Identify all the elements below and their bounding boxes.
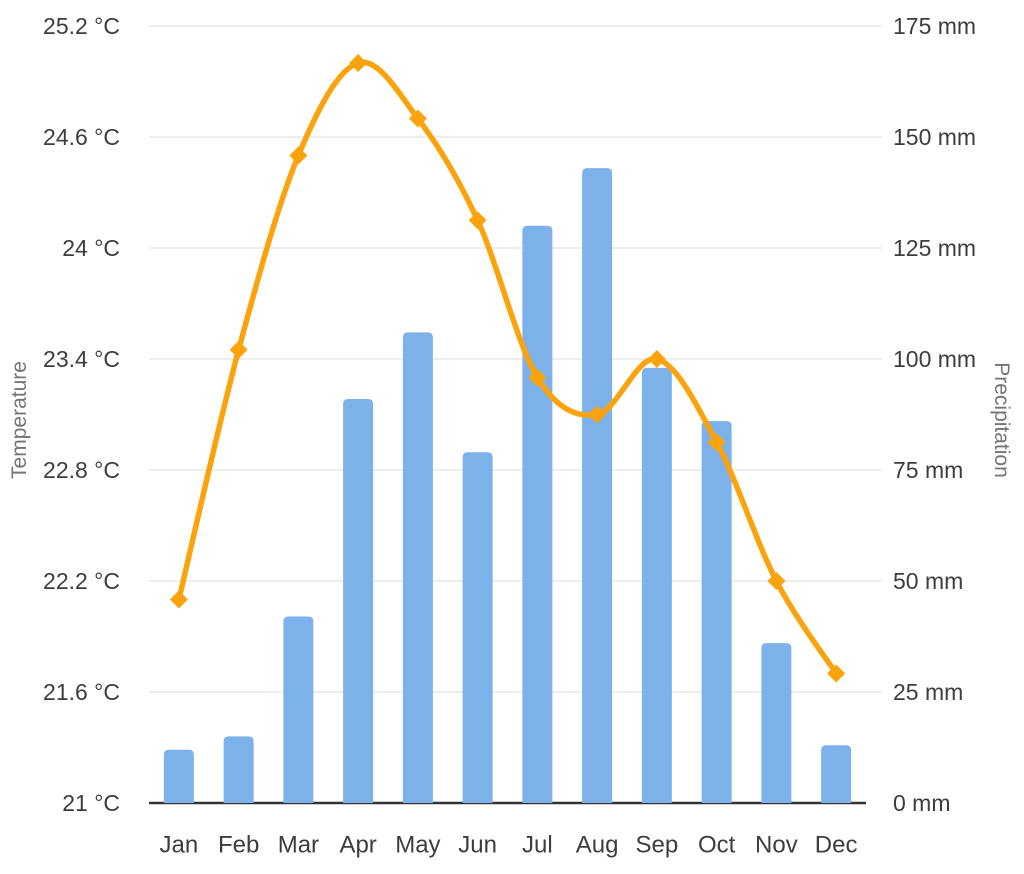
right-axis-tick-label: 150 mm (893, 124, 976, 150)
temperature-line (176, 59, 839, 677)
temperature-point-jun[interactable] (468, 211, 487, 230)
left-axis-tick-label: 22.8 °C (43, 457, 120, 483)
x-axis-label-mar: Mar (278, 832, 319, 859)
temperature-point-nov[interactable] (767, 572, 786, 590)
precipitation-bar-aug[interactable] (582, 168, 613, 803)
x-axis-label-feb: Feb (218, 832, 259, 859)
temperature-point-sep[interactable] (647, 350, 666, 368)
temperature-point-jul[interactable] (528, 368, 547, 387)
left-axis-tick-label: 21 °C (62, 790, 120, 816)
temperature-point-oct[interactable] (707, 433, 726, 452)
temperature-point-dec[interactable] (827, 664, 846, 683)
right-axis-tick-label: 75 mm (893, 457, 963, 483)
x-axis-label-may: May (395, 832, 440, 859)
precipitation-bar-mar[interactable] (283, 616, 314, 803)
left-axis-tick-label: 23.4 °C (43, 346, 120, 372)
precipitation-bar-apr[interactable] (343, 398, 374, 803)
x-axis-label-aug: Aug (576, 832, 619, 859)
left-axis-tick-label: 22.2 °C (43, 568, 120, 594)
right-axis-tick-label: 25 mm (893, 679, 963, 705)
temperature-point-apr[interactable] (349, 54, 368, 72)
right-axis-tick-label: 100 mm (893, 346, 976, 372)
x-axis-label-sep: Sep (636, 832, 679, 859)
right-axis-tick-label: 0 mm (893, 790, 951, 816)
right-axis-tick-label: 175 mm (893, 13, 976, 39)
left-axis-tick-label: 24 °C (62, 235, 120, 261)
right-axis-tick-label: 125 mm (893, 235, 976, 261)
precipitation-bar-jun[interactable] (462, 452, 493, 803)
x-axis-label-dec: Dec (815, 832, 858, 859)
left-axis-tick-label: 21.6 °C (43, 679, 120, 705)
x-axis-label-jun: Jun (458, 832, 497, 859)
precipitation-bar-dec[interactable] (821, 745, 852, 803)
precipitation-bar-may[interactable] (402, 332, 433, 803)
x-axis-label-oct: Oct (698, 832, 736, 859)
precipitation-bar-jul[interactable] (522, 225, 553, 804)
precipitation-bar-oct[interactable] (701, 421, 732, 803)
temperature-point-jan[interactable] (169, 590, 188, 609)
temperature-point-aug[interactable] (588, 405, 607, 424)
precipitation-bar-jan[interactable] (163, 749, 194, 803)
left-axis-tick-label: 24.6 °C (43, 124, 120, 150)
temperature-point-feb[interactable] (229, 340, 248, 359)
x-axis-label-apr: Apr (339, 832, 376, 859)
temperature-point-mar[interactable] (289, 146, 308, 165)
left-axis-tick-label: 25.2 °C (43, 13, 120, 39)
x-axis-label-jan: Jan (160, 832, 199, 859)
temperature-point-may[interactable] (408, 109, 427, 128)
precipitation-bar-sep[interactable] (641, 367, 672, 803)
precipitation-bar-nov[interactable] (761, 643, 792, 803)
right-axis-tick-label: 50 mm (893, 568, 963, 594)
x-axis-label-jul: Jul (522, 832, 553, 859)
precipitation-bar-feb[interactable] (223, 736, 254, 803)
x-axis-label-nov: Nov (755, 832, 798, 859)
